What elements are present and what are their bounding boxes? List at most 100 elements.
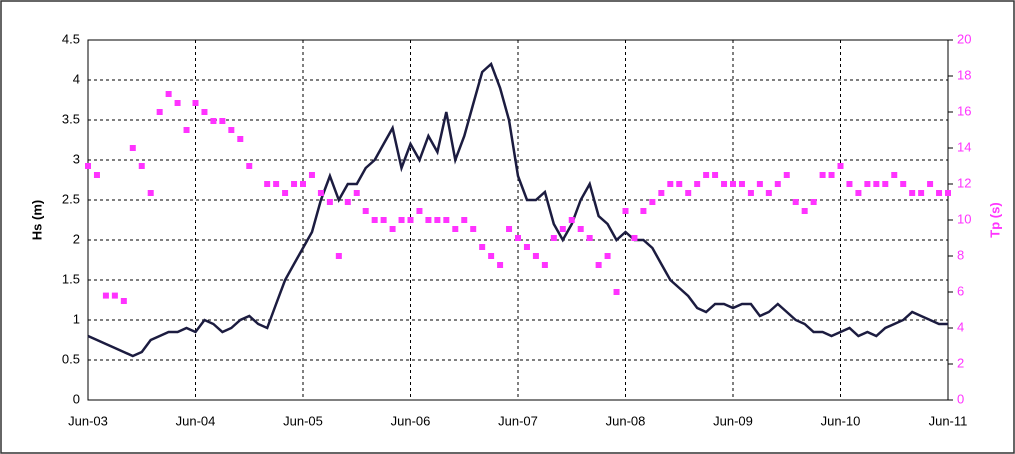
y2-tick-label: 6: [957, 283, 964, 298]
tp-point: [326, 199, 333, 205]
tp-point: [120, 298, 127, 304]
tp-point: [676, 181, 683, 187]
tp-point: [362, 208, 369, 214]
tp-point: [479, 244, 486, 250]
tp-point: [228, 127, 235, 133]
tp-point: [828, 172, 835, 178]
y-axis-label: Hs (m): [29, 200, 44, 240]
tp-point: [909, 190, 916, 196]
tp-point: [111, 292, 118, 299]
tp-point: [810, 199, 817, 205]
tp-point: [470, 226, 477, 232]
tp-point: [577, 226, 584, 232]
tp-point: [685, 190, 692, 196]
tp-point: [837, 163, 844, 169]
y2-tick-label: 20: [957, 31, 971, 46]
tp-point: [801, 208, 808, 214]
tp-point: [219, 118, 226, 124]
y-tick-label: 4: [73, 71, 80, 86]
x-tick-label: Jun-09: [713, 413, 753, 428]
tp-point: [747, 190, 754, 196]
tp-point: [515, 235, 521, 241]
tp-point: [497, 262, 504, 268]
y2-tick-label: 18: [957, 67, 971, 82]
tp-point: [721, 181, 728, 187]
tp-point: [595, 262, 602, 268]
tp-point: [649, 199, 656, 205]
tp-point: [918, 190, 925, 196]
tp-point: [658, 190, 665, 196]
x-tick-label: Jun-03: [68, 413, 108, 428]
tp-point: [792, 199, 799, 205]
tp-point: [882, 181, 889, 187]
tp-point: [667, 181, 674, 187]
tp-point: [443, 217, 450, 223]
tp-point: [398, 217, 405, 223]
x-tick-label: Jun-07: [498, 413, 538, 428]
tp-point: [846, 181, 853, 187]
tp-point: [344, 199, 351, 205]
tp-point: [201, 109, 208, 115]
tp-point: [568, 217, 575, 223]
tp-point: [300, 181, 306, 187]
tp-point: [864, 181, 871, 187]
tp-point: [873, 181, 880, 187]
tp-point: [380, 217, 387, 223]
tp-point: [945, 190, 951, 196]
tp-point: [461, 217, 468, 223]
tp-point: [335, 253, 342, 259]
y2-tick-label: 0: [957, 391, 964, 406]
y-tick-label: 0: [73, 391, 80, 406]
tp-point: [488, 253, 495, 259]
tp-point: [936, 190, 943, 196]
y-tick-label: 2: [73, 231, 80, 246]
tp-point: [765, 190, 772, 196]
tp-point: [622, 208, 629, 214]
tp-point: [855, 190, 862, 196]
x-tick-label: Jun-04: [176, 413, 216, 428]
y2-tick-label: 2: [957, 355, 964, 370]
tp-point: [738, 181, 745, 187]
y2-tick-label: 8: [957, 247, 964, 262]
tp-point: [210, 118, 217, 124]
tp-point: [273, 181, 280, 187]
tp-point: [308, 172, 315, 178]
y2-axis-label: Tp (s): [987, 202, 1002, 237]
tp-point: [246, 163, 253, 169]
x-tick-label: Jun-05: [283, 413, 323, 428]
y-tick-label: 3: [73, 151, 80, 166]
tp-point: [138, 163, 145, 169]
tp-point: [317, 190, 324, 196]
tp-point: [640, 208, 647, 214]
tp-point: [165, 91, 172, 97]
tp-point: [156, 109, 163, 115]
tp-point: [532, 253, 539, 259]
y2-tick-label: 12: [957, 175, 971, 190]
tp-point: [291, 181, 298, 187]
tp-point: [712, 172, 719, 178]
tp-point: [703, 172, 710, 178]
y-tick-label: 0.5: [62, 351, 80, 366]
tp-point: [756, 181, 763, 187]
tp-point: [694, 181, 701, 187]
x-tick-label: Jun-06: [391, 413, 431, 428]
x-tick-label: Jun-11: [929, 413, 968, 428]
y-tick-label: 3.5: [62, 111, 80, 126]
tp-point: [192, 100, 199, 106]
tp-point: [559, 226, 566, 232]
y2-tick-label: 10: [957, 211, 971, 226]
y-tick-label: 1: [73, 311, 80, 326]
x-tick-label: Jun-08: [606, 413, 646, 428]
tp-point: [129, 145, 136, 151]
tp-point: [282, 190, 289, 196]
tp-point: [237, 136, 244, 142]
y-tick-label: 1.5: [62, 271, 80, 286]
tp-point: [631, 235, 638, 241]
y2-tick-label: 4: [957, 319, 964, 334]
tp-point: [927, 181, 934, 187]
tp-point: [102, 292, 109, 299]
tp-point: [819, 172, 826, 178]
tp-point: [425, 217, 432, 223]
tp-point: [147, 190, 154, 196]
